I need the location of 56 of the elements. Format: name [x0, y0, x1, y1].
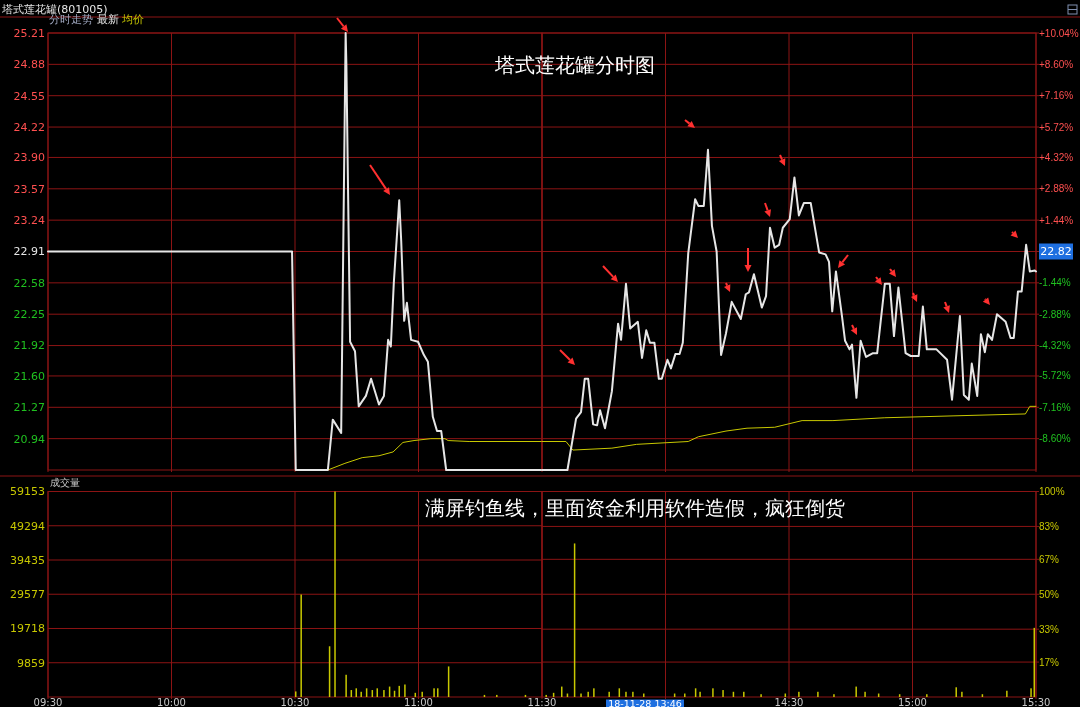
y2-tick-label: -7.16% [1039, 401, 1071, 413]
y-tick-label: 21.60 [13, 369, 45, 383]
y-tick-label: 9859 [17, 656, 45, 670]
y2-tick-label: -5.72% [1039, 370, 1071, 382]
legend-title: 分时走势 [49, 13, 97, 26]
x-tick-label: 15:00 [898, 697, 927, 707]
y-tick-label: 22.58 [13, 276, 45, 290]
annotation: 满屏钓鱼线，里面资金利用软件造假，疯狂倒货 [425, 497, 845, 519]
y2-tick-label: -1.44% [1039, 277, 1071, 289]
y2-tick-label: 17% [1039, 656, 1060, 668]
y2-tick-label: +7.16% [1039, 90, 1074, 102]
y-tick-label: 24.55 [13, 89, 45, 103]
y2-tick-label: 100% [1039, 486, 1065, 497]
x-tick-label: 11:30 [527, 697, 557, 707]
y-tick-label: 20.94 [13, 432, 45, 446]
y2-tick-label: +5.72% [1039, 121, 1074, 133]
y2-tick-label: 33% [1039, 623, 1060, 635]
x-tick-label: 10:00 [157, 697, 186, 707]
y-tick-label: 49294 [10, 519, 45, 533]
y-tick-label: 21.27 [13, 401, 45, 415]
text: 22.82 [1040, 245, 1072, 259]
text: 最新 [96, 13, 122, 26]
y-tick-label: 39435 [10, 553, 45, 567]
y2-tick-label: +1.44% [1039, 214, 1074, 226]
x-tick-label: 15:30 [1021, 697, 1051, 707]
y-tick-label: 23.57 [13, 182, 45, 196]
y2-tick-label: -2.88% [1039, 308, 1071, 320]
y-tick-label: 22.25 [13, 308, 45, 322]
y2-tick-label: -8.60% [1039, 433, 1071, 445]
x-tick-label: 10:30 [280, 697, 310, 707]
annotation: 塔式莲花罐分时图 [494, 54, 655, 76]
y-tick-label: 59153 [10, 485, 45, 499]
y-tick-label: 23.90 [13, 151, 45, 165]
y2-tick-label: +10.04% [1039, 27, 1079, 39]
y-tick-label: 25.21 [13, 26, 45, 40]
y2-tick-label: 67% [1039, 553, 1060, 565]
y2-tick-label: +2.88% [1039, 183, 1074, 195]
y-tick-label: 22.91 [13, 245, 45, 259]
y2-tick-label: +4.32% [1039, 151, 1074, 163]
y-tick-label: 24.88 [13, 58, 45, 72]
y-axis-title: 成交量 [50, 476, 80, 488]
y2-tick-label: +8.60% [1039, 58, 1074, 70]
x-tick-label: 11:00 [404, 697, 433, 707]
y2-tick-label: 50% [1039, 588, 1060, 600]
y-tick-label: 21.92 [13, 339, 45, 353]
y-tick-label: 23.24 [13, 214, 45, 227]
y-tick-label: 24.22 [13, 120, 45, 134]
x-tick-label: 14:30 [774, 697, 804, 707]
chart-title: 塔式莲花罐(801005) [1, 3, 108, 16]
y-tick-label: 19718 [10, 622, 45, 636]
y-tick-label: 29577 [10, 588, 45, 602]
text: 均价 [121, 13, 144, 26]
y2-tick-label: 83% [1039, 520, 1060, 532]
x-tick-label: 09:30 [33, 697, 63, 707]
y2-tick-label: -4.32% [1039, 340, 1071, 352]
text: 18-11-28 13:46 [608, 698, 682, 707]
